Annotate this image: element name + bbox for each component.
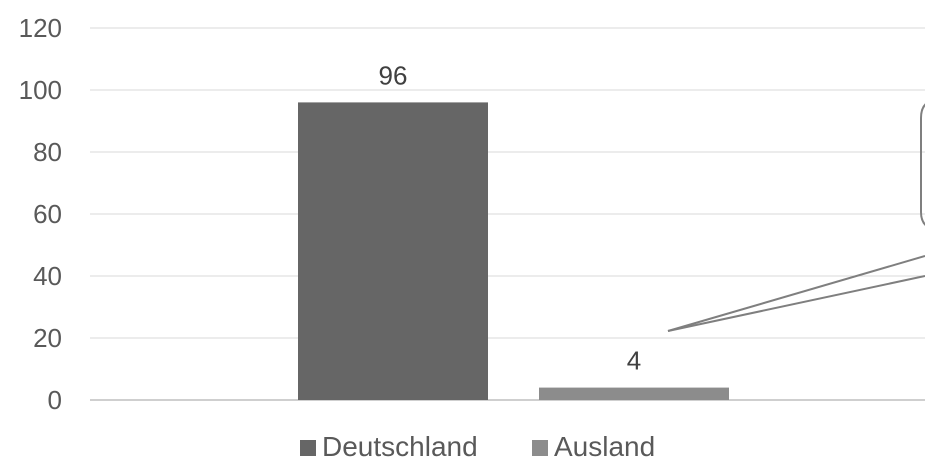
legend-label: Ausland: [554, 431, 655, 462]
legend-swatch: [532, 440, 548, 456]
bar: [539, 387, 729, 400]
y-tick-label: 100: [19, 75, 62, 105]
callout: [667, 103, 925, 332]
data-label: 96: [379, 60, 408, 90]
y-tick-label: 0: [48, 385, 62, 415]
y-tick-label: 60: [33, 199, 62, 229]
bars: [298, 102, 729, 401]
y-axis: 0 20 40 60 80 100 120: [19, 13, 62, 415]
data-label: 4: [627, 346, 641, 376]
legend-label: Deutschland: [322, 431, 478, 462]
y-tick-label: 120: [19, 13, 62, 43]
y-tick-label: 80: [33, 137, 62, 167]
y-tick-label: 40: [33, 261, 62, 291]
legend: Deutschland Ausland: [300, 431, 655, 462]
callout-leader-line: [667, 275, 925, 332]
gridlines: [90, 27, 925, 401]
data-labels: 96 4: [379, 60, 642, 375]
callout-leader-line: [667, 255, 925, 332]
callout-box: [920, 103, 925, 226]
bar: [298, 102, 488, 401]
legend-swatch: [300, 440, 316, 456]
y-tick-label: 20: [33, 323, 62, 353]
